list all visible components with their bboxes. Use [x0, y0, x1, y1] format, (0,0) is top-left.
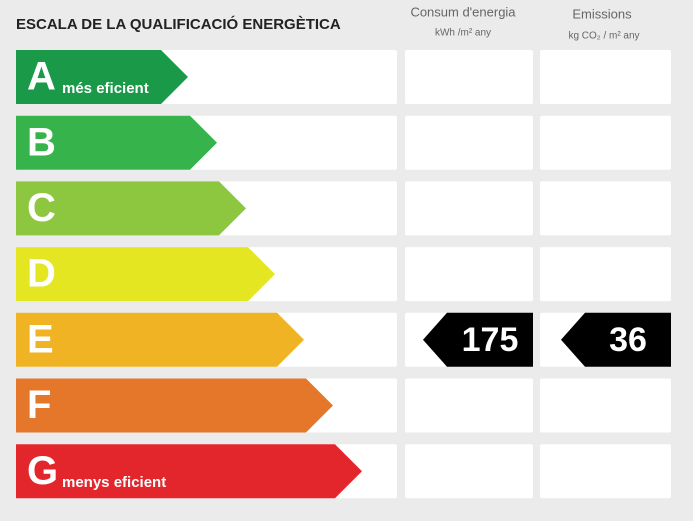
cell-box	[405, 378, 533, 433]
rating-arrow	[16, 444, 362, 499]
cell-box	[405, 181, 533, 236]
title: ESCALA DE LA QUALIFICACIÓ ENERGÈTICA	[16, 15, 341, 33]
rating-letter: G	[27, 449, 58, 493]
column-title: Emissions	[572, 6, 632, 21]
rating-arrow	[16, 115, 217, 170]
rating-letter: E	[27, 317, 54, 361]
cell-box	[405, 444, 533, 499]
rating-arrow	[16, 50, 188, 104]
rating-letter: A	[27, 55, 56, 99]
value-arrow	[423, 312, 533, 367]
cell-box	[405, 115, 533, 170]
cell-box	[540, 50, 671, 104]
cell-box	[405, 50, 533, 104]
value: 175	[462, 321, 519, 359]
value: 36	[609, 321, 647, 359]
cell-box	[540, 247, 671, 302]
cell-box	[540, 444, 671, 499]
cell-box	[540, 115, 671, 170]
column-unit: kWh /m² any	[435, 28, 491, 39]
rating-letter: D	[27, 252, 56, 296]
cell-box	[540, 181, 671, 236]
cell-box	[540, 378, 671, 433]
column-title: Consum d'energia	[410, 4, 516, 19]
value-arrow	[561, 312, 671, 367]
rating-arrow	[16, 312, 304, 367]
cell-box	[405, 247, 533, 302]
rating-arrow	[16, 181, 246, 236]
rating-arrow	[16, 378, 333, 433]
rating-letter: C	[27, 186, 56, 230]
rating-letter: F	[27, 383, 51, 427]
column-unit: kg CO₂ / m² any	[568, 31, 639, 42]
rating-label: menys eficient	[62, 474, 166, 491]
rating-letter: B	[27, 120, 56, 164]
rating-label: més eficient	[62, 80, 149, 97]
rating-arrow	[16, 247, 275, 302]
